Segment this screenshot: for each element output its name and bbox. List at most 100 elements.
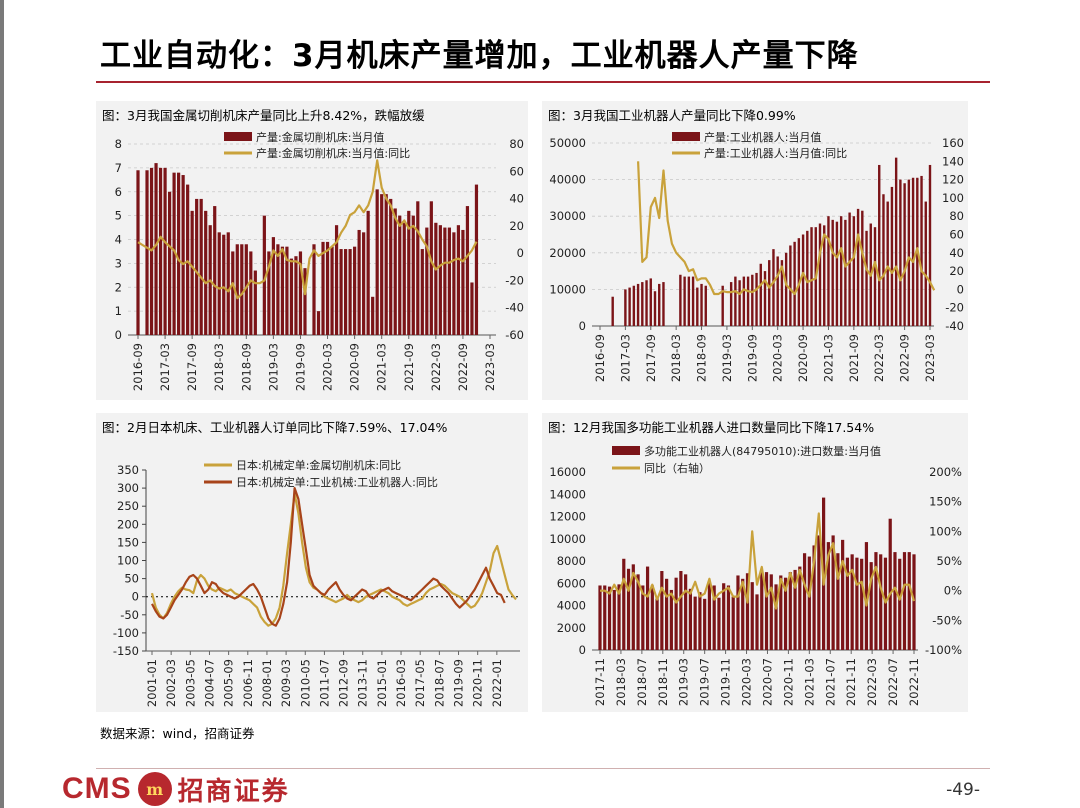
bar — [607, 586, 612, 650]
x-tick-label: 2016-03 — [394, 659, 408, 707]
bar — [928, 164, 932, 326]
x-tick-label: 2022-07 — [886, 658, 900, 706]
bar — [911, 177, 915, 326]
bar — [864, 542, 869, 650]
x-tick-label: 2005-09 — [222, 659, 236, 707]
bar — [879, 554, 883, 650]
y-tick-label-left: -100 — [113, 626, 139, 640]
x-tick-label: 2020-03 — [740, 658, 754, 706]
bar — [343, 249, 348, 335]
bar — [285, 246, 289, 335]
y-tick-label-left: 0 — [579, 319, 586, 333]
y-tick-label-right: -100% — [925, 643, 962, 657]
bar — [893, 552, 897, 650]
bar — [844, 219, 847, 326]
y-tick-label-left: -50 — [120, 608, 139, 622]
x-tick-label: 2019-03 — [677, 658, 691, 706]
bar — [856, 208, 860, 326]
y-tick-label-left: 3 — [115, 256, 122, 270]
bar — [204, 210, 208, 335]
bar — [679, 274, 682, 326]
bar — [890, 186, 894, 326]
x-tick-label: 2022-11 — [907, 658, 921, 706]
bar — [869, 562, 873, 650]
bar — [603, 585, 607, 650]
bar — [784, 252, 788, 326]
bar — [903, 183, 906, 326]
legend-label: 同比（右轴） — [644, 461, 710, 475]
x-tick-label: 2017-05 — [413, 659, 427, 707]
bar — [645, 280, 648, 326]
bar — [704, 285, 707, 326]
bar — [779, 575, 783, 650]
x-tick-label: 2001-01 — [145, 659, 159, 707]
bar — [452, 232, 456, 335]
y-tick-label-left: 10000 — [549, 532, 586, 546]
legend-label: 日本:机械定单:金属切削机床:同比 — [236, 458, 401, 472]
y-tick-label-right: 20 — [949, 264, 964, 278]
bar — [920, 175, 923, 326]
y-tick-label-right: 40 — [949, 246, 964, 260]
bar — [267, 251, 271, 335]
x-tick-label: 2021-09 — [402, 343, 416, 391]
y-tick-label-right: 80 — [949, 209, 964, 223]
bar — [389, 198, 393, 335]
y-tick-label-right: -40 — [945, 319, 964, 333]
chart-title: 图：2月日本机床、工业机器人订单同比下降7.59%、17.04% — [102, 420, 448, 435]
x-tick-label: 2019-03 — [720, 334, 734, 382]
y-tick-label-left: 6 — [115, 185, 122, 199]
bar — [240, 244, 244, 335]
bar — [624, 289, 627, 326]
bar — [357, 229, 361, 335]
y-tick-label-right: 0 — [957, 282, 964, 296]
bar — [380, 194, 384, 335]
bar — [641, 282, 644, 326]
y-tick-label-left: 150 — [117, 535, 139, 549]
bar — [456, 225, 461, 335]
x-tick-label: 2016-09 — [593, 334, 607, 382]
bar — [707, 582, 712, 650]
y-tick-label-left: 0 — [132, 590, 139, 604]
bar — [729, 282, 733, 326]
x-tick-label: 2015-01 — [375, 659, 389, 707]
bar — [235, 244, 239, 335]
bar — [888, 518, 892, 650]
bar — [443, 227, 447, 335]
x-tick-label: 2017-09 — [644, 334, 658, 382]
bar — [912, 554, 916, 650]
bar — [783, 577, 788, 650]
bar — [769, 574, 773, 650]
bar — [745, 573, 750, 650]
bar — [181, 175, 185, 335]
left-rule — [0, 0, 4, 808]
bar — [902, 552, 907, 650]
x-tick-label: 2021-03 — [821, 334, 835, 382]
y-tick-label-left: 5 — [115, 209, 122, 223]
x-tick-label: 2013-11 — [356, 659, 370, 707]
chart-panel-1: 图：3月我国金属切削机床产量同比上升8.42%，跌幅放缓 0 1 2 3 4 5 6 7 8 -6… — [96, 101, 528, 400]
bar — [438, 225, 442, 335]
bar — [195, 198, 199, 335]
logo-text-cn: 招商证券 — [177, 776, 290, 807]
chart-svg: 0 2000 4000 6000 8000 10000 12000 14000 16000 -10… — [549, 444, 962, 706]
bar — [742, 276, 746, 326]
bar — [158, 167, 163, 335]
y-tick-label-right: 140 — [942, 154, 964, 168]
bar — [325, 241, 330, 335]
x-tick-label: 2018-07 — [432, 659, 446, 707]
legend-swatch-bar — [672, 132, 700, 141]
bar — [793, 569, 797, 650]
x-tick-label: 2017-03 — [618, 334, 632, 382]
bar — [818, 223, 822, 326]
x-tick-label: 2021-09 — [847, 334, 861, 382]
bar — [886, 201, 889, 326]
bar — [660, 571, 664, 650]
bar — [741, 578, 745, 650]
bar — [649, 278, 652, 326]
y-tick-label-left: 1 — [115, 304, 122, 318]
x-tick-label: 2020-07 — [760, 658, 774, 706]
bar — [878, 164, 881, 326]
bar — [407, 210, 411, 335]
bar — [645, 566, 650, 650]
x-tick-label: 2021-11 — [844, 658, 858, 706]
